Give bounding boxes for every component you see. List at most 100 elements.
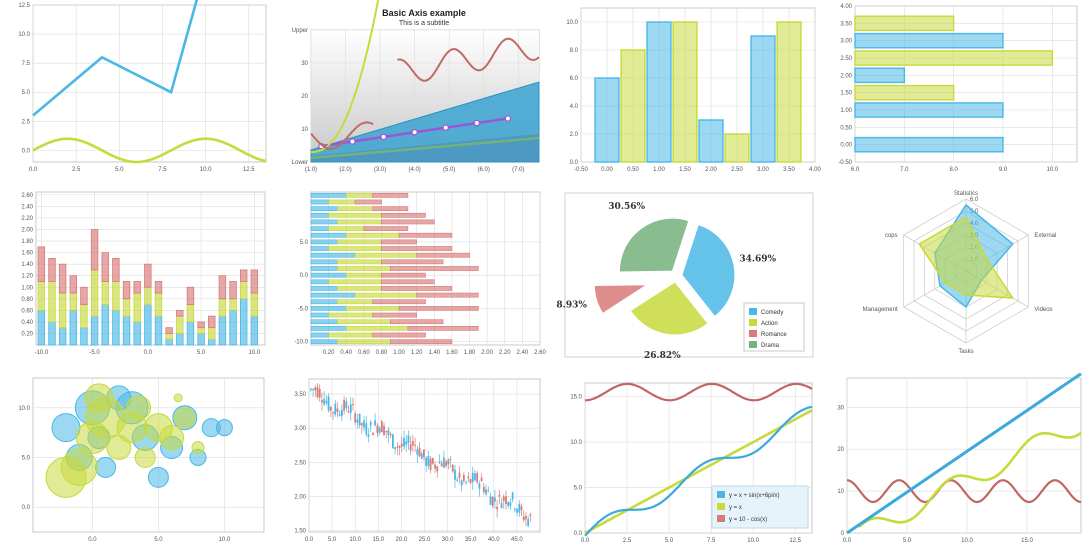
x-tick-label: 6.0 xyxy=(851,167,860,173)
stacked-bar-segment xyxy=(337,259,382,265)
candle-body xyxy=(529,514,532,516)
legend-swatch xyxy=(717,503,725,510)
x-tick-label: 10.0 xyxy=(1046,167,1058,173)
stacked-bar-segment xyxy=(176,315,184,334)
stacked-bar-segment xyxy=(101,252,109,282)
stacked-bar-segment xyxy=(58,263,67,294)
candle-body xyxy=(400,443,403,447)
candle-body xyxy=(471,472,474,483)
y-tick-label: 5.0 xyxy=(300,240,309,246)
candle-body xyxy=(434,464,436,469)
x-tick-label: 2.20 xyxy=(499,350,511,356)
candle-body xyxy=(491,496,494,506)
chart-panel-candlestick: 0.0 5.0 10.0 15.0 20.0 25.0 30.0 35.0 40.0 45.0 1.… xyxy=(294,378,541,543)
stacked-bar-segment xyxy=(328,312,373,318)
stacked-bar-segment xyxy=(186,304,195,323)
y-tick-label: 4.00 xyxy=(840,4,852,10)
y-tick-label: 2.0 xyxy=(570,132,579,138)
bubble xyxy=(95,456,117,478)
candle-body xyxy=(447,459,450,465)
candle-body xyxy=(509,502,512,506)
stacked-bar-segment xyxy=(310,279,329,285)
bubble xyxy=(174,407,196,429)
x-tick-label: 10.0 xyxy=(349,537,361,543)
stacked-bar-segment xyxy=(328,212,382,218)
stacked-bar-segment xyxy=(250,269,259,294)
stacked-bar-segment xyxy=(345,192,373,198)
x-tick-label: 7.5 xyxy=(707,538,716,544)
legend-label: y = x xyxy=(729,505,742,511)
bar xyxy=(854,102,1004,118)
chart-panel-line-functions: 0.0 2.5 5.0 7.5 10.0 12.5 0.0 5.0 10.0 15.0 y = x … xyxy=(570,382,813,544)
data-marker xyxy=(380,133,387,141)
x-tick-label: 0.0 xyxy=(88,537,97,543)
bubble xyxy=(191,441,205,455)
stacked-bar-segment xyxy=(310,219,338,225)
x-tick-label: 0.80 xyxy=(376,350,388,356)
stacked-bar-segment xyxy=(381,286,453,291)
stacked-bar-segment xyxy=(363,226,409,231)
legend-label: Action xyxy=(761,321,778,327)
bar xyxy=(672,21,698,163)
x-tick-label: 30.0 xyxy=(442,537,454,543)
stacked-bar-segment xyxy=(337,206,373,211)
radar-axis-label: Videos xyxy=(1034,307,1052,313)
stacked-bar-segment xyxy=(310,206,338,211)
candle-body xyxy=(525,515,527,520)
candle-body xyxy=(416,449,419,455)
stacked-bar-segment xyxy=(229,281,237,300)
candle-body xyxy=(369,421,372,426)
y-tick-label: Upper xyxy=(292,28,308,34)
legend-swatch xyxy=(749,319,757,326)
stacked-bar-segment xyxy=(90,269,99,317)
x-tick-label: 1.00 xyxy=(393,350,405,356)
stacked-bar-segment xyxy=(58,292,67,329)
stacked-bar-segment xyxy=(310,312,329,318)
stacked-bar-segment xyxy=(389,339,453,345)
series-line xyxy=(32,137,267,164)
x-tick-label: 3.50 xyxy=(783,167,795,173)
x-tick-label: 10.0 xyxy=(200,167,212,173)
x-tick-label: 2.00 xyxy=(705,167,717,173)
stacked-bar-segment xyxy=(154,292,163,317)
stacked-bar-segment xyxy=(337,299,373,305)
stacked-bar-segment xyxy=(186,321,195,346)
y-tick-label: 10.0 xyxy=(18,32,30,38)
candle-body xyxy=(391,434,394,449)
y-tick-label: 0.0 xyxy=(574,531,583,537)
candle-body xyxy=(336,408,339,412)
stacked-bar-segment xyxy=(310,199,329,205)
stacked-bar-segment xyxy=(239,298,248,346)
x-tick-label: 10.0 xyxy=(747,538,759,544)
candle-body xyxy=(411,440,414,446)
x-tick-label: 1.60 xyxy=(446,350,458,356)
candle-body xyxy=(340,409,343,417)
y-tick-label: 10.0 xyxy=(566,20,578,26)
x-tick-label: (5.0) xyxy=(443,167,455,173)
candle-body xyxy=(489,496,492,505)
bubble xyxy=(147,466,169,488)
y-tick-label: 2.00 xyxy=(294,494,306,500)
stacked-bar-segment xyxy=(372,299,426,305)
legend-label: Comedy xyxy=(761,310,783,316)
bar xyxy=(854,67,906,84)
candle-body xyxy=(425,457,428,466)
stacked-bar-segment xyxy=(218,275,227,300)
bubble xyxy=(51,413,81,443)
pie-slice xyxy=(681,223,736,318)
y-tick-label: 10.0 xyxy=(18,406,30,412)
y-tick-label: 2.60 xyxy=(21,193,33,199)
plot-frame xyxy=(854,5,1078,163)
stacked-bar-segment xyxy=(310,326,347,331)
x-tick-label: 0.0 xyxy=(581,538,590,544)
x-tick-label: 2.5 xyxy=(623,538,632,544)
stacked-bar-segment xyxy=(310,306,347,311)
data-marker xyxy=(473,119,481,127)
x-tick-label: 5.0 xyxy=(154,537,163,543)
legend-swatch xyxy=(749,308,757,315)
x-tick-label: 25.0 xyxy=(419,537,431,543)
candle-body xyxy=(443,457,445,468)
x-tick-label: 15.0 xyxy=(372,537,384,543)
stacked-bar-segment xyxy=(197,327,205,334)
stacked-bar-segment xyxy=(381,239,417,245)
